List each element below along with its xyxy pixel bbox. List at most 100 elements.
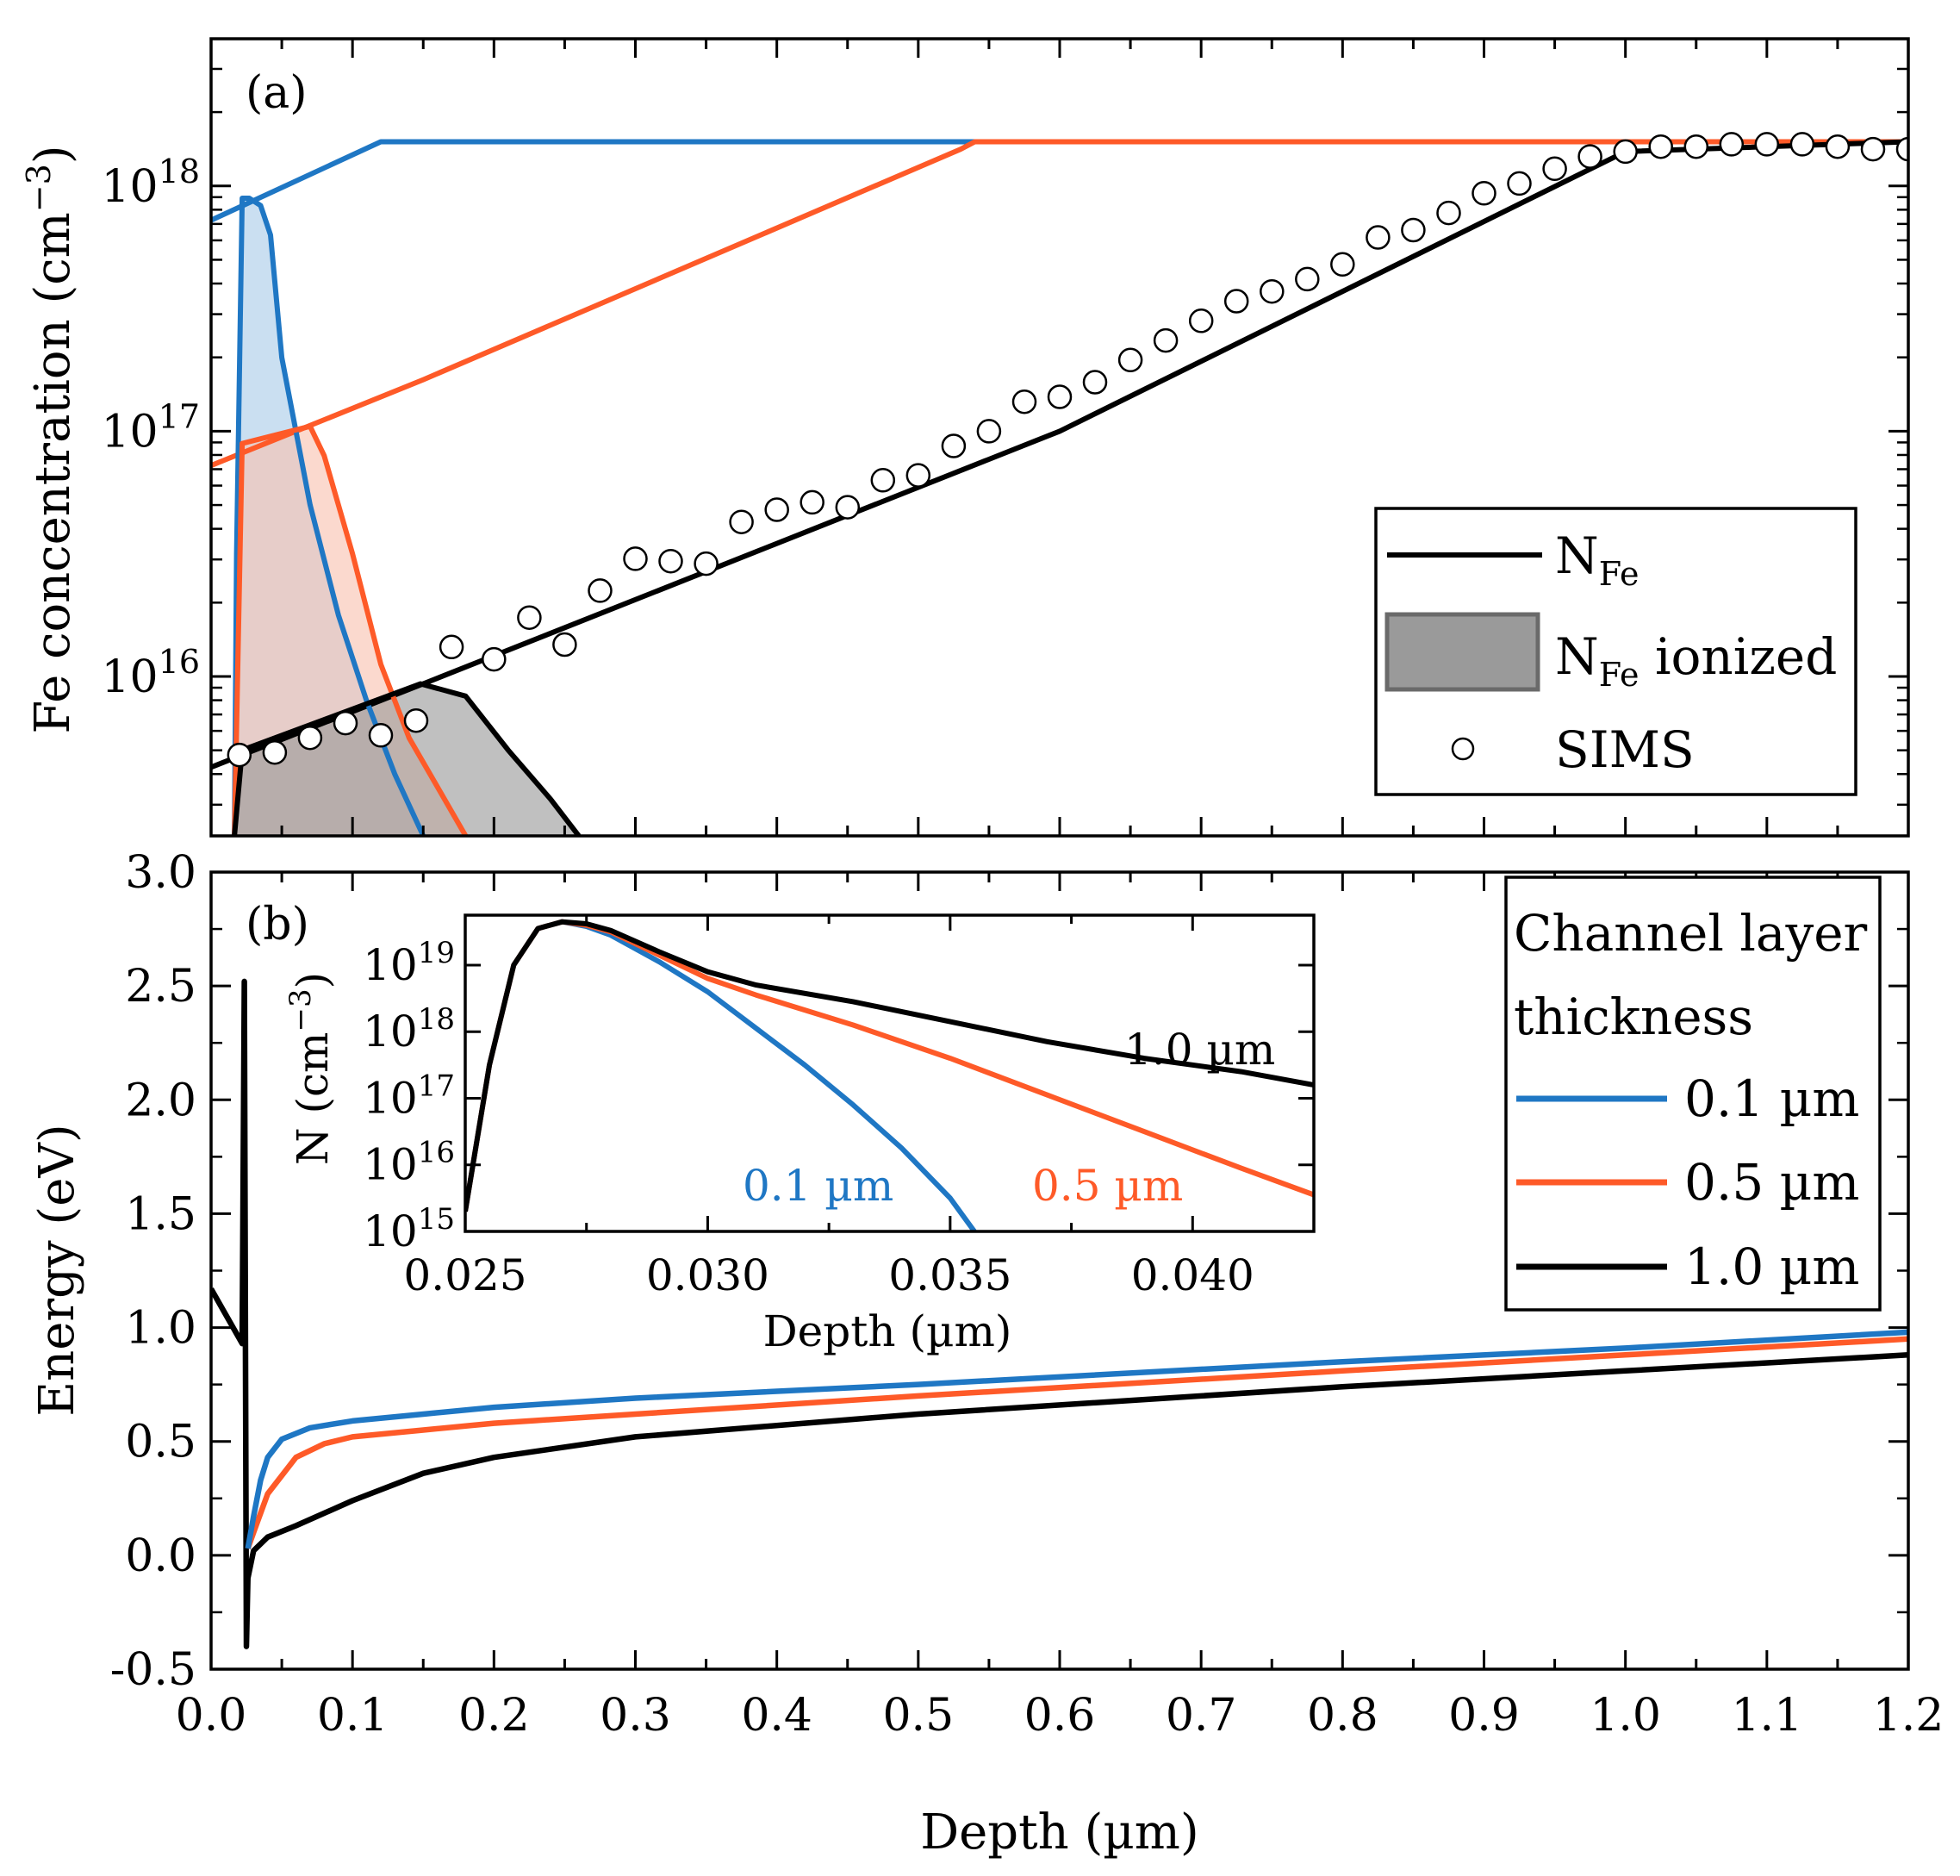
panel-a-ylabel: Fe concentration (cm−3) (20, 145, 81, 733)
energy-line-0.1µm (245, 1329, 1908, 1549)
sims-point (1401, 217, 1426, 243)
sims-point (1683, 134, 1709, 159)
sims-point (905, 463, 931, 488)
ytick-label: 3.0 (125, 847, 196, 899)
legend-label-0.1: 0.1 µm (1684, 1069, 1859, 1128)
ytick-label: -0.5 (110, 1644, 196, 1696)
inset-ytick-label: 1019 (363, 936, 455, 990)
panel-b-ylabel: Energy (eV) (29, 1124, 85, 1416)
sims-point (870, 468, 896, 493)
panel-b: -0.50.00.51.01.52.02.53.0 0.0 0.1 0.2 0.3 0.… (29, 847, 1944, 1860)
inset-annotation-0.1: 0.1 µm (743, 1161, 893, 1211)
legend-label-1.0: 1.0 µm (1684, 1237, 1859, 1296)
ytick-label: 1016 (101, 643, 200, 703)
sims-point (1860, 136, 1886, 162)
inset-yticks: 1015 1016 1017 1018 1019 (363, 936, 1314, 1256)
panel-a-yticks: 1016 1017 1018 (101, 67, 1908, 807)
sims-point (1223, 289, 1249, 314)
ytick-label: 0.0 (125, 1530, 196, 1582)
sims-point (588, 578, 613, 603)
sims-point (764, 497, 789, 522)
panel-b-xlabel: Depth (µm) (920, 1804, 1198, 1860)
sims-point (623, 546, 648, 571)
nfe-lines (211, 139, 1908, 836)
sims-point (333, 710, 358, 736)
sims-point (1507, 171, 1532, 196)
sims-point (552, 632, 577, 658)
ytick-label: 1017 (101, 397, 200, 458)
nfe-line-1 (211, 139, 1908, 468)
inset-annotation-1.0: 1.0 µm (1124, 1025, 1275, 1075)
sims-point (1330, 252, 1355, 277)
sims-markers (227, 132, 1908, 768)
energy-lines (211, 978, 1908, 1649)
legend-sims-marker (1451, 737, 1475, 761)
sims-point (1648, 134, 1673, 159)
sims-point (1153, 327, 1179, 353)
inset-xtick-label: 0.040 (1131, 1250, 1254, 1300)
sims-point (1825, 134, 1851, 159)
ytick-label: 2.5 (125, 961, 196, 1013)
sims-point (1188, 309, 1214, 333)
legend-nfe-label: NFe (1555, 527, 1640, 593)
energy-line-0.5µm (245, 1336, 1908, 1549)
inset-annotation-0.5: 0.5 µm (1032, 1161, 1183, 1211)
sims-point (1366, 225, 1391, 250)
legend-title-line2: thickness (1514, 988, 1753, 1046)
panel-b-xticks: 0.0 0.1 0.2 0.3 0.4 0.5 0.6 0.7 0.8 0.9 1.0 1.1 1.2 (176, 872, 1944, 1742)
sims-point (1082, 370, 1108, 395)
ionized-line-4 (232, 423, 469, 836)
ytick-label: 1.0 (125, 1303, 196, 1355)
ytick-label: 1.5 (125, 1188, 196, 1240)
ytick-label: 2.0 (125, 1075, 196, 1126)
inset-xtick-label: 0.025 (403, 1250, 526, 1300)
ionized-fills (234, 198, 579, 836)
panel-a-legend: NFe NFe ionized SIMS (1374, 507, 1857, 796)
ionized-line-3 (232, 196, 426, 836)
sims-point (1577, 144, 1602, 169)
xtick-label: 0.5 (882, 1690, 954, 1742)
sims-point (1011, 389, 1037, 414)
inset-ytick-label: 1018 (363, 1002, 455, 1056)
inset-xticks: 0.025 0.030 0.035 0.040 (403, 915, 1316, 1300)
xtick-label: 0.2 (458, 1690, 530, 1742)
sims-point (694, 551, 719, 577)
legend-sims-label: SIMS (1555, 720, 1695, 779)
xtick-label: 0.8 (1307, 1690, 1378, 1742)
inset-xtick-label: 0.030 (646, 1250, 769, 1300)
inset-background (465, 915, 1314, 1231)
sims-point (1295, 266, 1320, 292)
sims-point (800, 489, 824, 515)
xtick-label: 0.4 (741, 1690, 812, 1742)
ytick-label: 1018 (101, 153, 200, 213)
panel-b-legend: Channel layer thickness 0.1 µm 0.5 µm 1.… (1504, 876, 1882, 1312)
panel-a-xticks (209, 39, 1910, 836)
sims-point (941, 433, 967, 458)
inset-line-1.0µm (465, 919, 1314, 1212)
ytick-label: 0.5 (125, 1417, 196, 1468)
panel-b-label: (b) (246, 899, 309, 950)
legend-ionized-swatch (1384, 612, 1540, 692)
sims-point (482, 646, 507, 672)
sims-point (1719, 132, 1745, 157)
inset-ytick-label: 1017 (363, 1069, 455, 1123)
sims-point (297, 725, 323, 751)
sims-point (1472, 181, 1496, 206)
xtick-label: 0.0 (176, 1690, 247, 1742)
sims-point (658, 548, 683, 574)
sims-point (1789, 132, 1815, 157)
sims-point (1117, 347, 1143, 373)
inset-ylabel: N (cm−3) (283, 972, 338, 1165)
legend-ionized-label: NFe ionized (1555, 627, 1837, 694)
inset-xtick-label: 0.035 (888, 1250, 1011, 1300)
sims-point (1895, 136, 1908, 162)
xtick-label: 0.7 (1166, 1690, 1237, 1742)
sims-point (1613, 139, 1638, 165)
xtick-label: 0.6 (1024, 1690, 1096, 1742)
inset-chart: 1015 1016 1017 1018 1019 0.025 0.030 0.035 0.04… (283, 913, 1316, 1356)
sims-point (439, 634, 464, 660)
xtick-label: 0.1 (317, 1690, 389, 1742)
inset-xlabel: Depth (µm) (763, 1306, 1012, 1356)
xtick-label: 1.1 (1731, 1690, 1802, 1742)
inset-ytick-label: 1016 (363, 1136, 455, 1190)
